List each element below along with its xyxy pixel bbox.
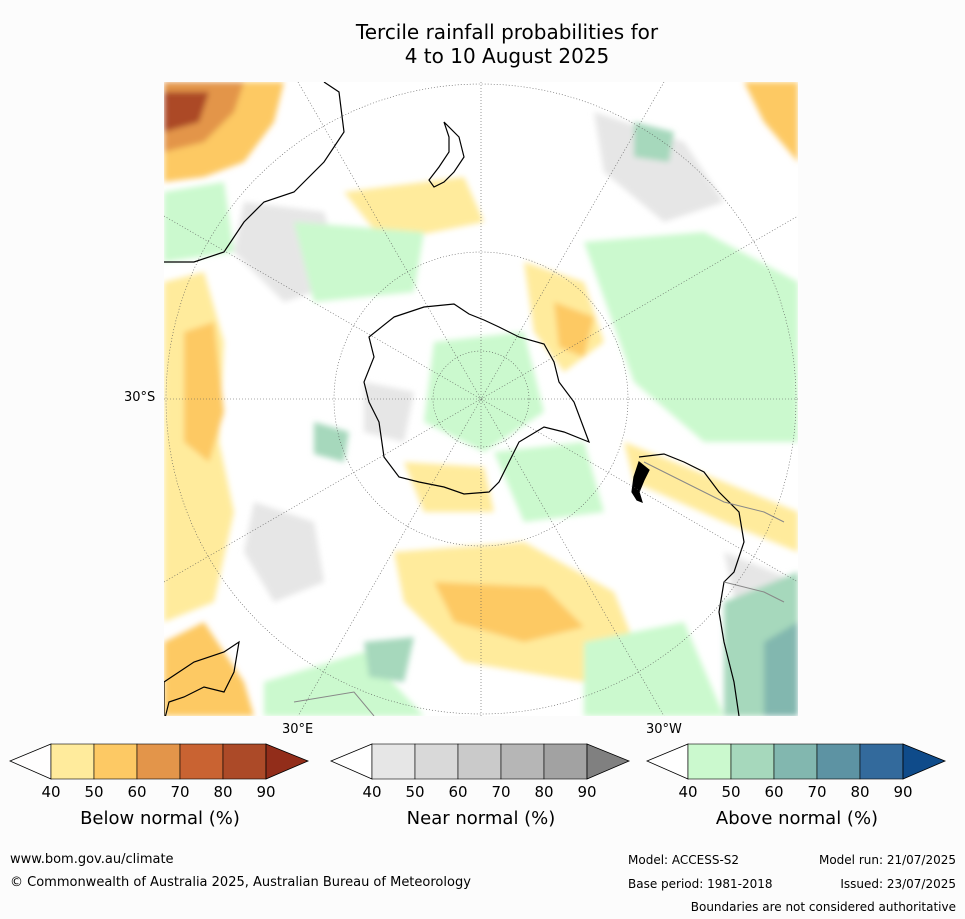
near-color-bin-3 [457,743,502,780]
website-link[interactable]: www.bom.gov.au/climate [10,852,174,867]
longitude-label-30w: 30°W [646,722,682,737]
near-tick-label: 50 [405,783,425,801]
near-color-bin-5 [543,743,588,780]
below-tick-label: 60 [127,783,147,801]
australia-coast [164,640,240,716]
near-tick-label: 40 [362,783,382,801]
country-borders [293,461,785,716]
above-extend-low [646,743,689,780]
above-tick-label: 90 [893,783,913,801]
below-tick-label: 40 [41,783,61,801]
base-period: Base period: 1981-2018 [628,877,773,891]
above-color-bin-4 [816,743,861,780]
south-america-tip [631,460,650,504]
near-tick-label: 60 [448,783,468,801]
copyright-text: © Commonwealth of Australia 2025, Austra… [10,875,471,890]
new-zealand-coast [428,121,465,188]
below-extend-high [265,743,310,780]
colorbar-below-normal [9,743,311,781]
above-extend-high [902,743,947,780]
below-color-bin-2 [93,743,138,780]
above-tick-label: 80 [850,783,870,801]
map-title: Tercile rainfall probabilities for 4 to … [0,20,965,68]
below-tick-label: 90 [256,783,276,801]
below-tick-label: 70 [170,783,190,801]
near-tick-label: 70 [491,783,511,801]
colorbar-title-near: Near normal (%) [406,808,556,829]
graticule [164,82,798,716]
latitude-label-30s: 30°S [124,390,156,405]
title-line-1: Tercile rainfall probabilities for [355,20,659,44]
colorbar-near-normal [330,743,632,781]
below-tick-label: 80 [213,783,233,801]
model-run-date: Model run: 21/07/2025 [818,853,956,867]
issued-date: Issued: 23/07/2025 [840,877,956,891]
above-tick-label: 70 [807,783,827,801]
colorbar-title-below: Below normal (%) [80,808,240,829]
coastlines [164,82,745,716]
near-tick-label: 90 [577,783,597,801]
below-color-bin-4 [179,743,224,780]
near-color-bin-4 [500,743,545,780]
longitude-label-30e: 30°E [282,722,314,737]
colorbar-above-normal [646,743,948,781]
below-color-bin-5 [222,743,267,780]
africa-coast [164,82,345,263]
near-color-bin-1 [371,743,416,780]
above-color-bin-2 [730,743,775,780]
above-tick-label: 60 [764,783,784,801]
near-extend-low [330,743,373,780]
below-tick-label: 50 [84,783,104,801]
near-extend-high [586,743,631,780]
colorbar-title-above: Above normal (%) [715,808,879,829]
above-color-bin-3 [773,743,818,780]
above-tick-label: 50 [721,783,741,801]
below-color-bin-3 [136,743,181,780]
above-color-bin-5 [859,743,904,780]
boundaries-disclaimer: Boundaries are not considered authoritat… [690,900,956,914]
above-tick-label: 40 [678,783,698,801]
above-color-bin-1 [687,743,732,780]
near-color-bin-2 [414,743,459,780]
below-extend-low [9,743,52,780]
title-line-2: 4 to 10 August 2025 [404,44,610,68]
near-tick-label: 80 [534,783,554,801]
south-america-coast [638,453,745,716]
model-name: Model: ACCESS-S2 [628,853,740,867]
below-color-bin-1 [50,743,95,780]
rainfall-probability-map [164,82,798,716]
probability-patches [164,82,798,716]
antarctica-coast [363,303,591,495]
